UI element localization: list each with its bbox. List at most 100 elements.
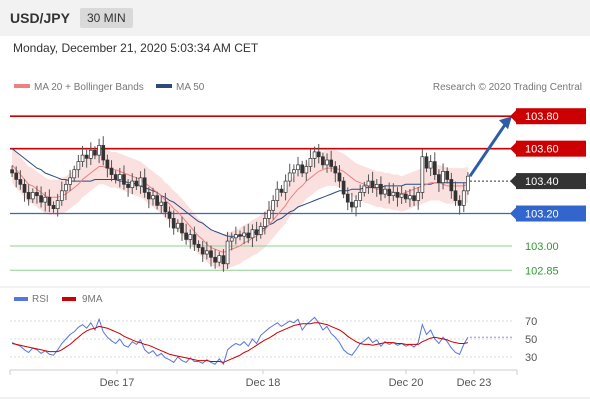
candle-body <box>242 232 246 237</box>
candle <box>445 167 450 184</box>
candle <box>395 187 400 207</box>
candle <box>428 154 433 177</box>
candle <box>379 176 383 201</box>
candle <box>109 160 114 182</box>
candle <box>453 181 458 206</box>
candle-body <box>250 229 255 239</box>
ma20-line <box>11 164 469 253</box>
candle <box>39 186 43 208</box>
candle-body <box>163 201 168 213</box>
candle <box>122 165 126 190</box>
timeframe-button[interactable]: 30 MIN <box>80 8 133 28</box>
level-badge-pointer-103-60 <box>510 142 516 155</box>
candle <box>10 165 14 178</box>
candle-body <box>117 174 122 180</box>
candle <box>383 185 387 199</box>
candle <box>329 150 334 172</box>
candle-body <box>287 172 292 182</box>
candle-body <box>420 156 425 193</box>
candle-body <box>14 172 19 180</box>
candle-body <box>159 201 164 206</box>
candle <box>399 186 404 204</box>
candle <box>97 138 101 164</box>
candle <box>325 153 329 173</box>
candle <box>358 184 363 208</box>
x-tick-label: Dec 23 <box>457 377 492 389</box>
candle-body <box>379 183 383 195</box>
candle-body <box>47 196 52 206</box>
level-label-103-80: 103.80 <box>525 111 559 123</box>
rsi-legend-swatch <box>14 297 28 301</box>
candle <box>461 182 466 213</box>
candle <box>449 172 454 199</box>
candle <box>432 152 437 180</box>
candle-body <box>109 167 114 175</box>
candle-body <box>374 183 379 188</box>
candle-body <box>354 200 358 208</box>
candle-body <box>445 171 450 180</box>
candle-body <box>345 193 350 203</box>
candle <box>275 181 280 208</box>
candle <box>22 178 27 202</box>
candle-body <box>267 209 271 219</box>
candle-body <box>184 232 188 240</box>
level-label-102-85: 102.85 <box>525 265 559 277</box>
candle <box>416 187 421 210</box>
candle-body <box>428 161 433 169</box>
candle-body <box>229 237 234 242</box>
level-badge-103-60 <box>516 140 586 157</box>
candle-body <box>362 185 367 193</box>
candle <box>279 185 284 197</box>
candle-body <box>300 164 305 174</box>
level-badge-103-80 <box>516 108 586 125</box>
candle <box>420 148 425 200</box>
ma50-legend-label: MA 50 <box>176 82 205 93</box>
candle-body <box>35 192 39 197</box>
candle <box>30 188 35 203</box>
candle <box>391 183 396 202</box>
ma20-legend-swatch <box>14 84 30 88</box>
candle <box>217 251 222 267</box>
candle <box>403 190 408 203</box>
candle-body <box>275 188 280 201</box>
level-label-103-00: 103.00 <box>525 241 559 253</box>
candle-body <box>399 193 404 198</box>
candle-body <box>10 169 14 174</box>
candle-body <box>126 183 130 188</box>
candle-body <box>449 179 454 192</box>
candle <box>113 170 118 184</box>
candle-body <box>395 192 400 198</box>
candle <box>155 191 159 210</box>
candle <box>117 167 122 188</box>
candle <box>35 185 39 204</box>
x-tick-label: Dec 17 <box>100 377 135 389</box>
level-line-layer <box>10 115 512 271</box>
rsi-legend-label: RSI <box>32 294 49 305</box>
candle <box>229 232 234 251</box>
level-badge-pointer-103-80 <box>510 110 516 123</box>
candle-body <box>370 180 375 188</box>
candle-body <box>200 247 205 255</box>
level-badge-pointer-103-20 <box>510 207 516 220</box>
header-bar: USD/JPY 30 MIN <box>0 0 590 36</box>
candle <box>180 216 184 241</box>
candle <box>466 172 470 195</box>
candle-body <box>175 222 180 229</box>
candle <box>366 174 371 194</box>
candle <box>84 149 89 168</box>
candle-body <box>424 156 429 169</box>
level-label-103-40: 103.40 <box>525 176 559 188</box>
candle-body <box>387 188 392 197</box>
candle <box>64 178 68 201</box>
candle <box>200 240 205 262</box>
rsi-panel: 70 50 30 <box>10 316 537 366</box>
rsi-ma9-line <box>11 322 469 363</box>
candle <box>138 171 143 194</box>
candle-body <box>416 192 421 201</box>
candle <box>441 163 445 190</box>
ma9-legend-swatch <box>62 297 76 301</box>
candle-body <box>412 195 416 201</box>
candle <box>333 161 338 183</box>
candle <box>308 149 313 172</box>
